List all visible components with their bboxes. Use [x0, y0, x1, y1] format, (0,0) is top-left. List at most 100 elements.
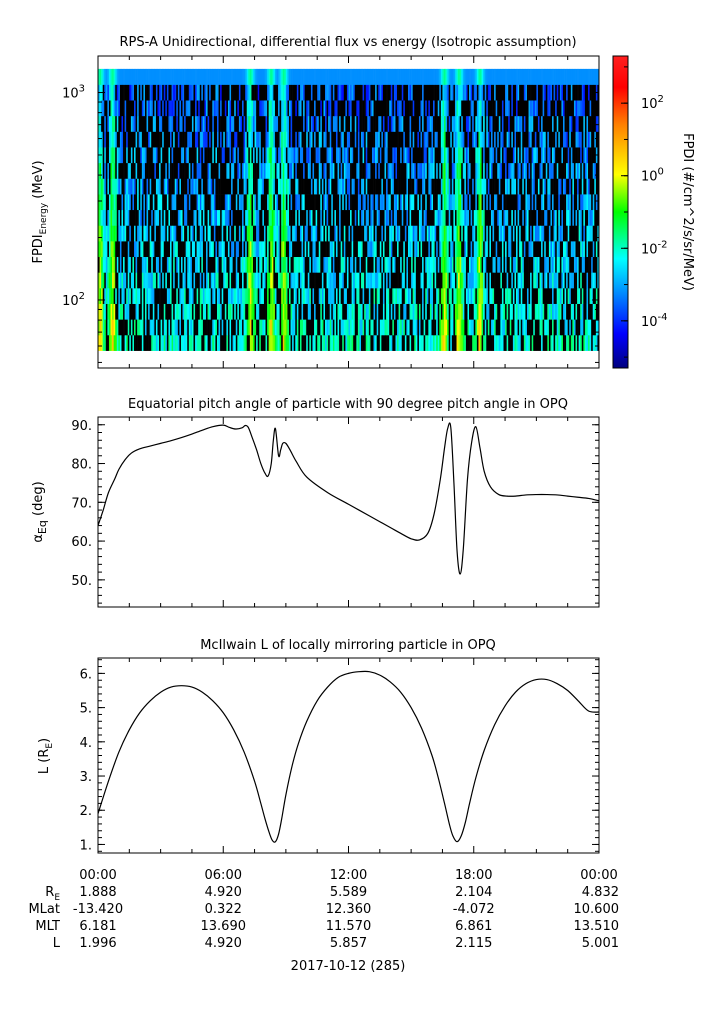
- heatmap-cell: [404, 147, 407, 164]
- heatmap-cell: [378, 334, 381, 351]
- heatmap-cell: [547, 319, 550, 336]
- heatmap-cell: [135, 115, 138, 132]
- heatmap-cell: [179, 100, 182, 117]
- heatmap-cell: [340, 256, 343, 273]
- heatmap-cell: [412, 272, 415, 289]
- heatmap-cell: [246, 225, 249, 242]
- heatmap-cell: [350, 319, 352, 336]
- heatmap-cell: [462, 162, 465, 179]
- heatmap-cell: [403, 178, 406, 195]
- heatmap-cell: [237, 303, 240, 320]
- heatmap-cell: [523, 178, 526, 195]
- heatmap-cell: [325, 147, 327, 164]
- heatmap-cell: [414, 288, 417, 304]
- heatmap-cell: [160, 256, 163, 273]
- heatmap-cell: [170, 241, 172, 258]
- heatmap-cell: [171, 241, 174, 258]
- heatmap-cell: [224, 303, 227, 320]
- heatmap-cell: [431, 209, 434, 226]
- heatmap-cell: [101, 162, 103, 179]
- heatmap-cell: [127, 162, 130, 179]
- heatmap-cell: [162, 288, 165, 304]
- heatmap-cell: [276, 194, 279, 211]
- heatmap-cell: [201, 303, 204, 320]
- heatmap-cell: [268, 225, 271, 242]
- heatmap-cell: [204, 225, 207, 242]
- heatmap-cell: [561, 334, 564, 351]
- heatmap-cell: [273, 241, 276, 258]
- heatmap-cell: [514, 209, 517, 226]
- heatmap-cell: [263, 194, 266, 211]
- heatmap-cell: [536, 241, 539, 258]
- heatmap-cell: [581, 194, 584, 211]
- heatmap-cell: [242, 225, 244, 242]
- heatmap-cell: [406, 272, 409, 289]
- heatmap-cell: [423, 162, 426, 179]
- heatmap-cell: [190, 303, 193, 320]
- heatmap-cell: [190, 288, 193, 304]
- heatmap-cell: [500, 272, 503, 289]
- heatmap-cell: [512, 241, 515, 258]
- heatmap-cell: [212, 334, 215, 351]
- heatmap-cell: [268, 194, 271, 211]
- heatmap-cell: [567, 334, 570, 351]
- heatmap-cell: [530, 131, 532, 148]
- heatmap-cell: [309, 147, 312, 164]
- heatmap-cell: [221, 115, 224, 132]
- heatmap-cell: [386, 256, 388, 273]
- heatmap-cell: [135, 334, 138, 351]
- heatmap-cell: [119, 241, 122, 258]
- heatmap-cell: [401, 256, 404, 273]
- heatmap-cell: [162, 303, 165, 320]
- heatmap-cell: [514, 225, 517, 242]
- heatmap-cell: [188, 147, 191, 164]
- heatmap-cell: [177, 334, 180, 351]
- heatmap-cell: [235, 256, 238, 273]
- heatmap-cell: [483, 115, 486, 132]
- heatmap-cell: [575, 162, 578, 179]
- heatmap-cell: [589, 194, 592, 211]
- heatmap-cell: [201, 115, 204, 132]
- heatmap-cell: [412, 241, 415, 258]
- heatmap-cell: [473, 131, 476, 148]
- heatmap-cell: [464, 272, 467, 289]
- heatmap-cell: [440, 303, 443, 320]
- heatmap-cell: [544, 272, 547, 289]
- heatmap-cell: [564, 319, 567, 336]
- heatmap-cell: [509, 303, 512, 320]
- heatmap-cell: [162, 147, 165, 164]
- heatmap-cell: [500, 178, 503, 195]
- heatmap-cell: [162, 225, 165, 242]
- heatmap-cell: [137, 131, 140, 148]
- heatmap-cell: [542, 303, 545, 320]
- heatmap-cell: [425, 319, 428, 336]
- heatmap-cell: [570, 319, 573, 336]
- heatmap-cell: [301, 115, 304, 132]
- heatmap-cell: [381, 178, 384, 195]
- heatmap-cell: [259, 209, 262, 226]
- heatmap-cell: [284, 241, 287, 258]
- heatmap-cell: [118, 209, 121, 226]
- heatmap-cell: [188, 209, 191, 226]
- heatmap-cell: [121, 100, 124, 117]
- heatmap-cell: [530, 272, 532, 289]
- heatmap-cell: [218, 209, 221, 226]
- heatmap-cell: [293, 131, 296, 148]
- heatmap-cell: [144, 225, 147, 242]
- heatmap-cell: [451, 334, 454, 351]
- heatmap-cell: [495, 115, 498, 132]
- heatmap-cell: [497, 241, 500, 258]
- heatmap-cell: [188, 303, 191, 320]
- heatmap-cell: [132, 100, 135, 117]
- heatmap-cell: [307, 147, 310, 164]
- heatmap-cell: [592, 147, 595, 164]
- heatmap-cell: [564, 334, 567, 351]
- heatmap-cell: [154, 131, 157, 148]
- heatmap-cell: [556, 256, 559, 273]
- heatmap-cell: [401, 162, 404, 179]
- heatmap-cell: [177, 225, 180, 242]
- heatmap-cell: [119, 272, 122, 289]
- heatmap-cell: [268, 319, 271, 336]
- heatmap-cell: [573, 131, 576, 148]
- heatmap-cell: [362, 147, 365, 164]
